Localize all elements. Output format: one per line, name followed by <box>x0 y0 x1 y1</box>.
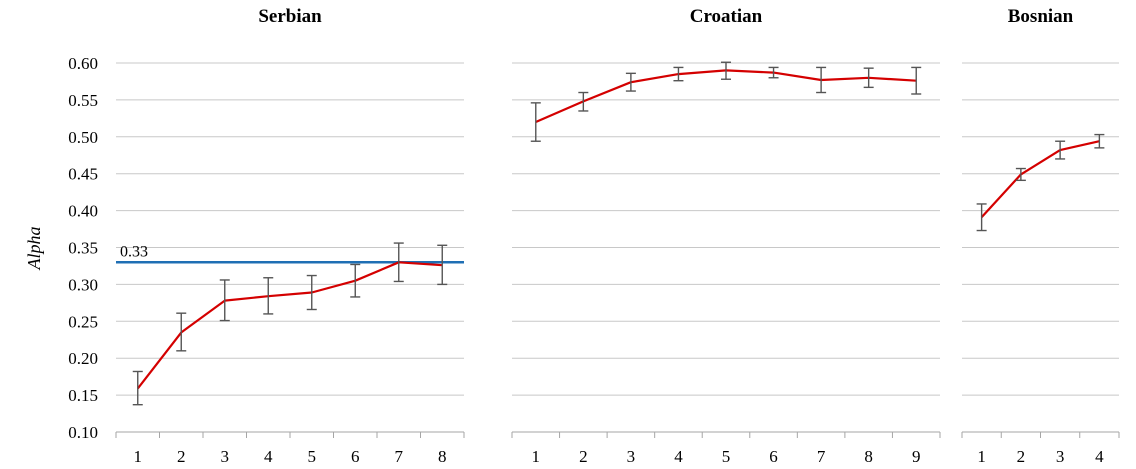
croatian-title: Croatian <box>690 6 763 27</box>
croatian-x-tick-label: 5 <box>722 447 731 466</box>
y-axis-label: Alpha <box>24 227 44 271</box>
croatian-x-tick-label: 4 <box>674 447 683 466</box>
y-tick-label: 0.15 <box>68 386 98 405</box>
y-tick-label: 0.45 <box>68 165 98 184</box>
bosnian-x-tick-label: 4 <box>1095 447 1104 466</box>
croatian-x-tick-label: 8 <box>864 447 873 466</box>
y-tick-label: 0.30 <box>68 275 98 294</box>
serbian-x-tick-label: 3 <box>221 447 230 466</box>
serbian-reference-label: 0.33 <box>120 243 148 260</box>
bosnian-series-line <box>980 140 1100 218</box>
serbian-x-tick-label: 8 <box>438 447 447 466</box>
serbian-title: Serbian <box>258 6 322 27</box>
y-tick-label: 0.35 <box>68 239 98 258</box>
y-tick-label: 0.10 <box>68 423 98 442</box>
serbian-series-line <box>136 261 443 390</box>
y-tick-label: 0.55 <box>68 91 98 110</box>
serbian-x-tick-label: 6 <box>351 447 360 466</box>
y-tick-label: 0.50 <box>68 128 98 147</box>
serbian-x-tick-label: 1 <box>134 447 143 466</box>
bosnian-title: Bosnian <box>1008 6 1074 27</box>
bosnian-x-tick-label: 3 <box>1056 447 1065 466</box>
croatian-x-tick-label: 6 <box>769 447 778 466</box>
bosnian-x-tick-label: 2 <box>1017 447 1026 466</box>
y-tick-label: 0.20 <box>68 349 98 368</box>
croatian-x-tick-label: 3 <box>627 447 636 466</box>
croatian-x-tick-label: 2 <box>579 447 588 466</box>
serbian-x-tick-label: 4 <box>264 447 273 466</box>
croatian-x-tick-label: 1 <box>532 447 541 466</box>
y-tick-label: 0.60 <box>68 54 98 73</box>
croatian-x-tick-label: 9 <box>912 447 921 466</box>
y-tick-label: 0.40 <box>68 202 98 221</box>
croatian-x-tick-label: 7 <box>817 447 826 466</box>
serbian-x-tick-label: 7 <box>395 447 404 466</box>
y-tick-label: 0.25 <box>68 312 98 331</box>
bosnian-x-tick-label: 1 <box>977 447 986 466</box>
serbian-x-tick-label: 2 <box>177 447 186 466</box>
serbian-x-tick-label: 5 <box>308 447 317 466</box>
